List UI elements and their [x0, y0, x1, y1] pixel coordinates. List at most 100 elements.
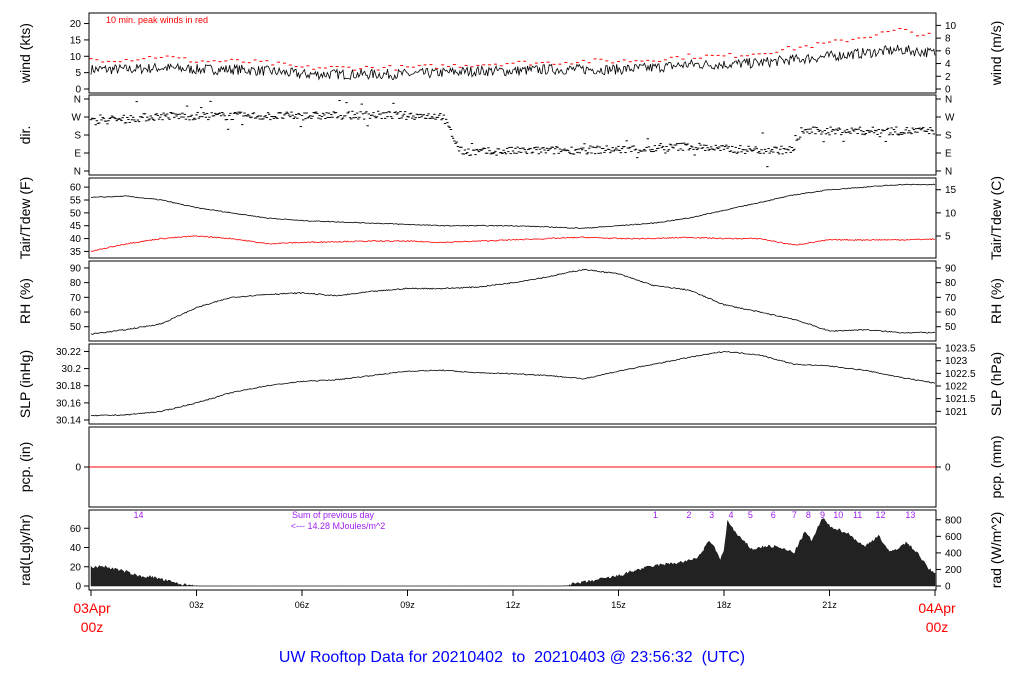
y-tick-label: 45 — [70, 221, 82, 232]
x-tick-label: 18z — [717, 600, 732, 610]
wind-speed-line — [90, 44, 936, 81]
y-axis-label-right: rad (W/m^2) — [988, 512, 1004, 589]
y-tick-label: 80 — [70, 278, 82, 289]
y-axis-label-right: wind (m/s) — [988, 21, 1004, 87]
y-tick-label-right: 50 — [945, 322, 957, 333]
y-axis-label-right: pcp. (mm) — [988, 436, 1004, 499]
y-axis-label: RH (%) — [17, 278, 33, 324]
x-end-date: 04Apr — [918, 600, 956, 616]
y-axis-label-right: Tair/Tdew (C) — [988, 176, 1004, 260]
y-tick-label: 0 — [75, 463, 81, 474]
y-tick-label-right: 200 — [945, 565, 962, 576]
radiation-sum-label: Sum of previous day — [292, 510, 375, 520]
y-tick-label-right: 600 — [945, 532, 962, 543]
radiation-area — [90, 518, 936, 587]
y-tick-label-right: 15 — [945, 185, 957, 196]
panel-rad: rad(Lgly/hr) rad (W/m^2)02040600200400600… — [17, 509, 1004, 593]
radiation-hour-label: 2 — [686, 510, 691, 520]
y-tick-label-right: 1022.5 — [945, 369, 976, 380]
x-tick-label: 21z — [822, 600, 837, 610]
y-tick-label-right: 1023 — [945, 356, 968, 367]
y-tick-label-right: 1021.5 — [945, 394, 976, 405]
y-tick-label: E — [74, 149, 81, 160]
radiation-hour-label: 6 — [771, 510, 776, 520]
x-tick-label: 06z — [295, 600, 310, 610]
panel-pcp: pcp. (in) pcp. (mm) 0 0 — [17, 426, 1004, 508]
y-tick-label-right: 8 — [945, 34, 951, 45]
panel-dir: dir.N NE ES SW WN N — [17, 94, 955, 178]
y-tick-label-right: 0 — [945, 85, 951, 96]
y-tick-label: 10 — [70, 52, 82, 63]
y-axis-label: rad(Lgly/hr) — [17, 514, 33, 586]
y-tick-label: 20 — [70, 562, 82, 573]
y-tick-label-right: N — [945, 95, 952, 106]
y-tick-label-right: 10 — [945, 21, 957, 32]
y-tick-label: 55 — [70, 196, 82, 207]
radiation-hour-label: 8 — [806, 510, 811, 520]
panel-frame — [88, 177, 937, 259]
dewpoint-line — [90, 235, 936, 252]
radiation-hour-label: 12 — [875, 510, 885, 520]
y-tick-label-right: 1023.5 — [945, 344, 976, 355]
y-tick-label: 70 — [70, 293, 82, 304]
y-tick-label: 5 — [75, 68, 81, 79]
y-tick-label-right: 400 — [945, 548, 962, 559]
radiation-hour-label: 7 — [792, 510, 797, 520]
y-tick-label: 20 — [70, 19, 82, 30]
y-tick-label-right: 2 — [945, 72, 951, 83]
y-tick-label: N — [74, 167, 81, 178]
y-tick-label-right: 5 — [945, 232, 951, 243]
y-tick-label: 0 — [75, 85, 81, 96]
radiation-hour-label: 13 — [905, 510, 915, 520]
y-tick-label: 40 — [70, 543, 82, 554]
peak-wind-annotation: 10 min. peak winds in red — [106, 15, 208, 25]
panel-wind: wind (kts) wind (m/s) 0 5 10 15 20 0 2 4 68 10 10 mi… — [17, 12, 1004, 96]
y-tick-label-right: 70 — [945, 293, 957, 304]
y-tick-label: 50 — [70, 208, 82, 219]
y-tick-label: 15 — [70, 35, 82, 46]
y-tick-label: 30.2 — [62, 364, 82, 375]
y-tick-label-right: 80 — [945, 278, 957, 289]
y-axis-label: SLP (inHg) — [17, 350, 33, 418]
y-tick-label-right: W — [945, 113, 955, 124]
y-tick-label: 60 — [70, 183, 82, 194]
y-tick-label-right: 800 — [945, 515, 962, 526]
y-tick-label: N — [74, 95, 81, 106]
panel-frame — [88, 12, 937, 94]
x-tick-label: 12z — [506, 600, 521, 610]
y-tick-label-right: 60 — [945, 308, 957, 319]
y-tick-label: 30.18 — [56, 381, 81, 392]
panel-rh: RH (%) RH (%) 50 60 70 80 90 50 60 70 80 90 — [17, 260, 1004, 342]
y-tick-label: 30.22 — [56, 347, 81, 358]
radiation-hour-label: 10 — [833, 510, 843, 520]
y-tick-label: 35 — [70, 247, 82, 258]
y-axis-label: wind (kts) — [17, 23, 33, 84]
rh-line — [90, 268, 936, 335]
air-temperature-line — [90, 183, 936, 229]
y-tick-label: 60 — [70, 308, 82, 319]
y-tick-label: 60 — [70, 524, 82, 535]
y-tick-label-right: 0 — [945, 582, 951, 593]
y-tick-label: S — [74, 131, 81, 142]
radiation-sum-value: <--- 14.28 MJoules/m^2 — [291, 521, 386, 531]
chart-title: UW Rooftop Data for 20210402 to 20210403… — [278, 649, 746, 666]
x-start-time: 00z — [81, 619, 104, 635]
panel-frame — [88, 94, 937, 176]
y-axis-label: dir. — [17, 126, 33, 145]
y-tick-label-right: N — [945, 167, 952, 178]
y-axis-label-right: RH (%) — [988, 278, 1004, 324]
y-tick-label-right: 90 — [945, 263, 957, 274]
y-tick-label: 0 — [75, 582, 81, 593]
x-tick-label: 03z — [189, 600, 204, 610]
radiation-hour-label: 1 — [653, 510, 658, 520]
y-tick-label-right: E — [945, 149, 952, 160]
y-tick-label: 30.16 — [56, 398, 81, 409]
panel-frame — [88, 260, 937, 342]
y-axis-label: Tair/Tdew (F) — [17, 177, 33, 259]
y-tick-label-right: 1021 — [945, 407, 968, 418]
y-tick-label-right: 1022 — [945, 382, 968, 393]
slp-line — [90, 350, 936, 417]
y-tick-label-right: 10 — [945, 208, 957, 219]
